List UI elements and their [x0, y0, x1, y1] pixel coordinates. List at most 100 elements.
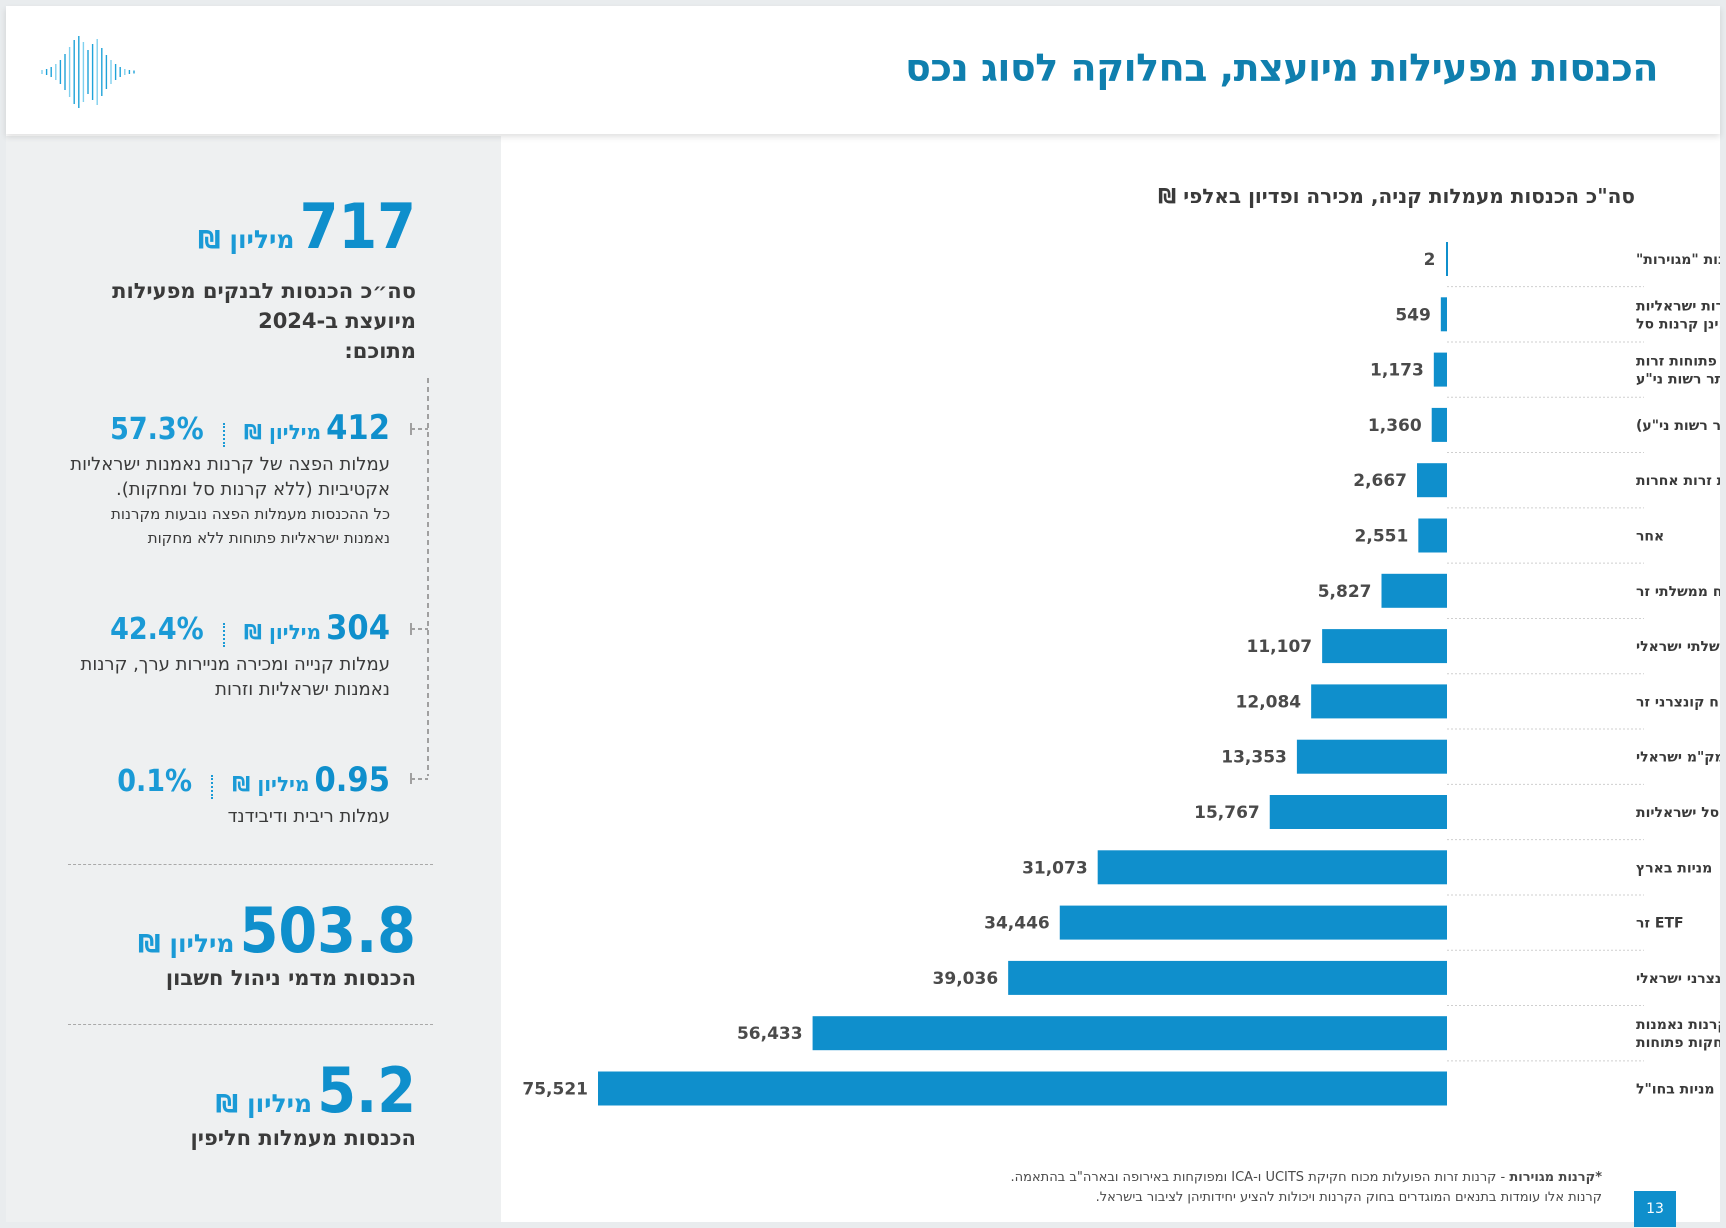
chart-bar	[1008, 960, 1447, 995]
chart-bar	[1311, 684, 1447, 719]
bar-value-label: 2	[1424, 250, 1436, 270]
account-mgmt-unit: מיליון ₪	[138, 929, 235, 958]
category-label: אג"ח קונצרני ישראלי	[1636, 971, 1720, 987]
bar-value-label: 56,433	[737, 1024, 803, 1044]
chart-bar	[1059, 905, 1447, 940]
item-percent: 57.3%	[110, 412, 204, 447]
item-separator	[211, 774, 214, 799]
category-label: ETF זר	[1636, 916, 1684, 932]
exchange-value: 5.2	[317, 1054, 416, 1127]
item-text-1: עמלות ריבית ודיבידנד	[227, 806, 390, 827]
item-unit: מיליון ₪	[232, 772, 310, 796]
chart-bar	[1417, 463, 1447, 498]
breakdown-bracket	[410, 378, 429, 784]
item-text-2: נאמנות ישראליות וזרות	[215, 679, 390, 700]
total-revenue: 717 מיליון ₪	[198, 190, 416, 263]
chart-bar	[1269, 795, 1447, 829]
chart-bar	[1431, 407, 1447, 442]
divider	[68, 1024, 433, 1025]
item-percent: 42.4%	[110, 612, 204, 647]
category-label: אג"ח ממשלתי ישראלי	[1636, 639, 1720, 655]
total-line-2: מיועצת ב-2024	[258, 309, 416, 333]
divider	[68, 864, 433, 865]
category-label: שאינן קרנות סל	[1636, 316, 1720, 332]
bar-value-label: 2,551	[1355, 527, 1409, 547]
category-label: קרנות זרות אחרות	[1636, 473, 1720, 489]
footnote-text: - קרנות זרות הפועלות מכוח חקיקת UCITS ו-…	[1010, 1170, 1510, 1185]
footnote-line-1: *קרנות מגוירות - קרנות זרות הפועלות מכוח…	[1011, 1170, 1603, 1185]
category-label: ETF (בהיתר רשות ני"ע)	[1636, 418, 1720, 434]
header: הכנסות מפעילות מיועצת, בחלוקה לסוג נכס	[6, 6, 1720, 134]
item-unit: מיליון ₪	[243, 420, 322, 444]
bar-value-label: 1,360	[1368, 416, 1422, 436]
total-line-3: מתוכם:	[344, 339, 416, 363]
category-label: אג"ח ממשלתי זר	[1636, 584, 1720, 600]
category-label: אג"ח קונצרני זר	[1636, 694, 1720, 710]
exchange-unit: מיליון ₪	[215, 1089, 313, 1118]
chart-bar	[1433, 352, 1447, 387]
bar-chart: 2 קרנות "מגוירות" 549 קרנות סגורות ישראליות…	[522, 242, 1720, 1106]
chart-bar	[1418, 518, 1447, 553]
slide: הכנסות מפעילות מיועצת, בחלוקה לסוג נכס 7…	[6, 6, 1720, 1227]
page-title: הכנסות מפעילות מיועצת, בחלוקה לסוג נכס	[905, 46, 1658, 90]
item-separator	[222, 622, 225, 647]
chart-bar	[1440, 297, 1447, 332]
bar-value-label: 1,173	[1370, 361, 1424, 381]
total-value: 717	[299, 190, 416, 263]
bar-value-label: 31,073	[1022, 858, 1088, 878]
bar-value-label: 75,521	[522, 1080, 588, 1100]
item-description: עמלות הפצה של קרנות נאמנות ישראליות אקטי…	[70, 452, 390, 550]
category-label: מחקות פתוחות	[1636, 1035, 1720, 1051]
item-text-2: אקטיביות (ללא קרנות סל ומחקות).	[116, 479, 390, 500]
footnote-line-2: קרנות אלו עומדות בתנאים המוגדרים בחוק הק…	[1095, 1190, 1602, 1205]
item-unit: מיליון ₪	[243, 620, 322, 644]
exchange-revenue: 5.2 מיליון ₪	[216, 1054, 416, 1127]
account-management-revenue: 503.8 מיליון ₪	[138, 894, 416, 967]
total-unit: מיליון ₪	[198, 225, 295, 254]
category-label: מניות בארץ	[1636, 860, 1712, 876]
item-text-3: כל ההכנסות מעמלות הפצה נובעות מקרנות	[111, 505, 390, 523]
chart-bar	[1097, 850, 1447, 885]
sidebar	[6, 136, 501, 1222]
category-label: קרנות סגורות ישראליות	[1636, 298, 1720, 314]
bar-value-label: 15,767	[1194, 803, 1260, 823]
category-label: קרנות "מגוירות"	[1636, 252, 1720, 268]
chart-title: סה"כ הכנסות מעמלות קניה, מכירה ופדיון בא…	[1158, 184, 1635, 208]
soundwave-logo-icon	[41, 36, 135, 108]
item-description: עמלות קנייה ומכירה מניירות ערך, קרנות נא…	[80, 652, 390, 702]
breakdown-item-interest: 0.95 מיליון ₪ 0.1%	[117, 760, 390, 800]
bar-value-label: 549	[1395, 305, 1431, 325]
chart-bar	[1296, 739, 1447, 774]
breakdown-item-trading: 304 מיליון ₪ 42.4%	[110, 608, 390, 648]
breakdown-item-distribution: 412 מיליון ₪ 57.3%	[110, 408, 390, 448]
category-label: מניות בחו"ל	[1636, 1082, 1715, 1098]
category-label: קרנות נאמנות	[1636, 1017, 1720, 1033]
category-label: קרנות פתוחות זרות	[1636, 354, 1720, 370]
item-text-4: נאמנות ישראליות פתוחות ללא מחקות	[147, 529, 390, 547]
item-value: 304	[326, 608, 390, 648]
account-mgmt-value: 503.8	[239, 894, 416, 967]
item-value: 0.95	[314, 760, 390, 800]
item-percent: 0.1%	[117, 764, 193, 799]
footnote-bold: *קרנות מגוירות	[1509, 1170, 1602, 1185]
chart-bar	[598, 1071, 1447, 1106]
bar-value-label: 12,084	[1236, 692, 1302, 712]
chart-bar	[812, 1016, 1447, 1051]
bar-value-label: 5,827	[1318, 582, 1372, 602]
bar-value-label: 11,107	[1247, 637, 1313, 657]
exchange-label: הכנסות מעמלות חליפין	[190, 1126, 416, 1150]
category-label: אחר	[1636, 529, 1664, 545]
chart-bar	[1381, 573, 1447, 608]
bar-value-label: 39,036	[933, 969, 999, 989]
item-value: 412	[326, 408, 390, 448]
account-mgmt-label: הכנסות מדמי ניהול חשבון	[165, 966, 416, 990]
item-text-1: עמלות קנייה ומכירה מניירות ערך, קרנות	[80, 654, 390, 675]
category-label: קרנות סל ישראליות	[1636, 805, 1720, 821]
item-description: עמלות ריבית ודיבידנד	[228, 804, 390, 829]
bar-value-label: 13,353	[1221, 748, 1287, 768]
item-text-1: עמלות הפצה של קרנות נאמנות ישראליות	[70, 454, 390, 475]
total-line-1: סה״כ הכנסות לבנקים מפעילות	[112, 279, 416, 303]
item-separator	[222, 422, 225, 447]
page-number: 13	[1634, 1191, 1676, 1227]
category-label: ללא היתר רשות ני"ע	[1636, 372, 1720, 388]
